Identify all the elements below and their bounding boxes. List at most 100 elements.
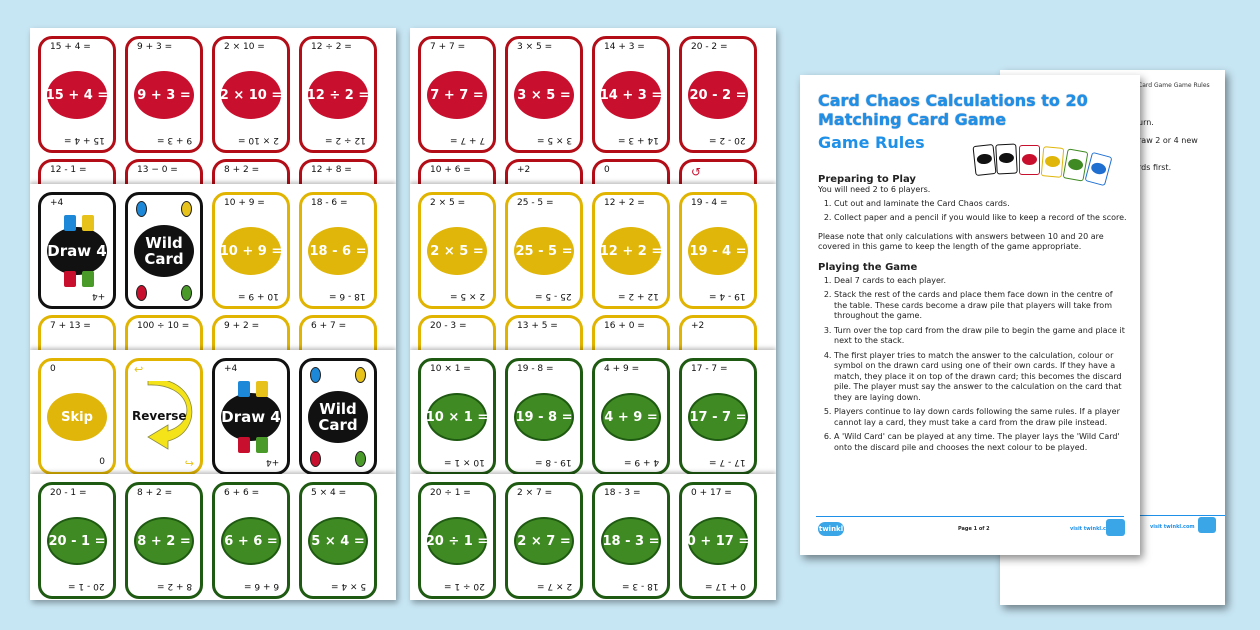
card-oval: 25 - 5 = xyxy=(514,227,574,275)
game-card: +4 Draw 4 +4 xyxy=(38,192,116,309)
card-top-calc: 10 + 9 = xyxy=(224,198,265,208)
card-bottom-calc: 6 + 6 = xyxy=(243,581,279,591)
card-top-calc: 13 + 5 = xyxy=(517,321,558,331)
card-calc: 2 × 7 = xyxy=(517,533,571,549)
note-paragraph: Please note that only calculations with … xyxy=(818,231,1104,252)
card-bottom-calc: 20 ÷ 1 = xyxy=(444,581,485,591)
card-top-calc: 6 + 7 = xyxy=(311,321,347,331)
card-bottom-calc: 18 - 6 = xyxy=(329,291,366,301)
preparing-step: Cut out and laminate the Card Chaos card… xyxy=(834,199,1128,210)
card-top-calc: 12 - 1 = xyxy=(50,165,87,175)
footer-url: visit twinkl.com xyxy=(1150,524,1195,530)
card-label: Reverse xyxy=(132,409,187,423)
blue-square-icon xyxy=(64,215,76,231)
card-bottom-calc: 18 - 3 = xyxy=(622,581,659,591)
card-sheet-1: 15 + 4 = 15 + 4 = 15 + 4 = 9 + 3 = 9 + 3 … xyxy=(30,28,396,600)
card-bottom-calc: 4 + 9 = xyxy=(623,457,659,467)
card-oval: 0 + 17 = xyxy=(686,517,750,565)
card-oval: 6 + 6 = xyxy=(221,517,281,565)
card-bottom-calc: 15 + 4 = xyxy=(64,135,105,145)
card-calc: 15 + 4 = xyxy=(45,87,109,103)
twinkl-badge-icon xyxy=(1198,517,1216,533)
game-card: Wild Card xyxy=(299,358,377,475)
green-square-icon xyxy=(256,437,268,453)
footer-rule xyxy=(1130,515,1225,516)
card-top-calc: 13 − 0 = xyxy=(137,165,178,175)
game-card: 0 Skip 0 xyxy=(38,358,116,475)
card-bottom-calc: 9 + 3 = xyxy=(156,135,192,145)
card-oval: 19 - 8 = xyxy=(514,393,574,441)
card-top-calc: 19 - 8 = xyxy=(517,364,554,374)
rules-back-line: raw 2 or 4 new xyxy=(1138,136,1198,145)
card-top-calc: 3 × 5 = xyxy=(517,42,553,52)
card-oval: Draw 4 xyxy=(47,227,107,275)
card-calc: 18 - 6 = xyxy=(309,243,367,259)
red-square-icon xyxy=(238,437,250,453)
card-bottom-calc: 10 + 9 = xyxy=(238,291,279,301)
card-oval: 19 - 4 = xyxy=(688,227,748,275)
card-calc: 0 + 17 = xyxy=(686,533,750,549)
game-card: 20 ÷ 1 = 20 ÷ 1 = 20 ÷ 1 = xyxy=(418,482,496,599)
blue-dot-icon xyxy=(136,201,147,217)
card-top-calc: 5 × 4 = xyxy=(311,488,347,498)
card-bottom-calc: 12 + 2 = xyxy=(618,291,659,301)
game-card: 20 - 1 = 20 - 1 = 20 - 1 = xyxy=(38,482,116,599)
card-oval: 20 ÷ 1 = xyxy=(425,517,489,565)
document-title-line-1: Card Chaos Calculations to 20 xyxy=(818,91,1088,110)
card-top-calc: 4 + 9 = xyxy=(604,364,640,374)
card-oval: 20 - 1 = xyxy=(47,517,107,565)
card-oval: 12 ÷ 2 = xyxy=(307,71,369,119)
game-card: 14 + 3 = 14 + 3 = 14 + 3 = xyxy=(592,36,670,153)
card-strip: +4 Draw 4 +4 Wild Card 10 + 9 = 10 + 9 = 1… xyxy=(30,184,396,370)
card-calc: 14 + 3 = xyxy=(599,87,663,103)
card-calc: 18 - 3 = xyxy=(602,533,660,549)
blue-dot-icon xyxy=(310,367,321,383)
playing-step: A 'Wild Card' can be played at any time.… xyxy=(834,432,1128,453)
playing-step: The first player tries to match the answ… xyxy=(834,351,1128,404)
card-strip: 10 × 1 = 10 × 1 = 10 × 1 = 19 - 8 = 19 - … xyxy=(410,350,776,494)
card-label: Wild xyxy=(319,399,357,418)
game-card: 4 + 9 = 4 + 9 = 4 + 9 = xyxy=(592,358,670,475)
card-top-calc: 10 × 1 = xyxy=(430,364,471,374)
card-strip: 20 ÷ 1 = 20 ÷ 1 = 20 ÷ 1 = 2 × 7 = 2 × 7 … xyxy=(410,474,776,600)
playing-step: Players continue to lay down cards follo… xyxy=(834,407,1128,428)
preparing-steps: Cut out and laminate the Card Chaos card… xyxy=(818,199,1128,224)
card-oval: Skip xyxy=(47,393,107,441)
card-sheet-2: 7 + 7 = 7 + 7 = 7 + 7 = 3 × 5 = 3 × 5 = 3… xyxy=(410,28,776,600)
game-card: 6 + 6 = 6 + 6 = 6 + 6 = xyxy=(212,482,290,599)
card-top-calc: 16 + 0 = xyxy=(604,321,645,331)
players-needed: You will need 2 to 6 players. xyxy=(818,185,931,194)
card-oval: 5 × 4 = xyxy=(308,517,368,565)
card-oval: 4 + 9 = xyxy=(601,393,661,441)
yellow-dot-icon xyxy=(355,367,366,383)
rules-back-line: rds first. xyxy=(1138,163,1172,172)
green-dot-icon xyxy=(181,285,192,301)
card-calc: 19 - 4 = xyxy=(689,243,747,259)
card-top-calc: 0 xyxy=(604,165,610,175)
red-dot-icon xyxy=(136,285,147,301)
red-square-icon xyxy=(64,271,76,287)
card-strip: 2 × 5 = 2 × 5 = 2 × 5 = 25 - 5 = 25 - 5 =… xyxy=(410,184,776,370)
card-top-calc: 7 + 13 = xyxy=(50,321,91,331)
card-top-calc: 8 + 2 = xyxy=(224,165,260,175)
card-top-calc: 2 × 10 = xyxy=(224,42,265,52)
card-calc: 2 × 5 = xyxy=(430,243,484,259)
card-oval: 10 × 1 = xyxy=(426,393,488,441)
game-card-peek: +2 xyxy=(679,315,757,355)
card-calc: 7 + 7 = xyxy=(430,87,484,103)
card-oval: 18 - 3 = xyxy=(601,517,661,565)
card-top-calc: 2 × 5 = xyxy=(430,198,466,208)
card-oval: 2 × 5 = xyxy=(427,227,487,275)
card-bottom-calc: 7 + 7 = xyxy=(449,135,485,145)
game-card: 19 - 8 = 19 - 8 = 19 - 8 = xyxy=(505,358,583,475)
game-card: 5 × 4 = 5 × 4 = 5 × 4 = xyxy=(299,482,377,599)
twinkl-logo: twinkl xyxy=(818,522,844,536)
card-top-calc: 8 + 2 = xyxy=(137,488,173,498)
card-top-calc: 10 + 6 = xyxy=(430,165,471,175)
card-calc: 20 ÷ 1 = xyxy=(425,533,489,549)
game-card: 18 - 3 = 18 - 3 = 18 - 3 = xyxy=(592,482,670,599)
game-card: 2 × 10 = 2 × 10 = 2 × 10 = xyxy=(212,36,290,153)
fanned-cards-illustration xyxy=(972,141,1124,191)
card-calc: 3 × 5 = xyxy=(517,87,571,103)
card-top-calc: 6 + 6 = xyxy=(224,488,260,498)
